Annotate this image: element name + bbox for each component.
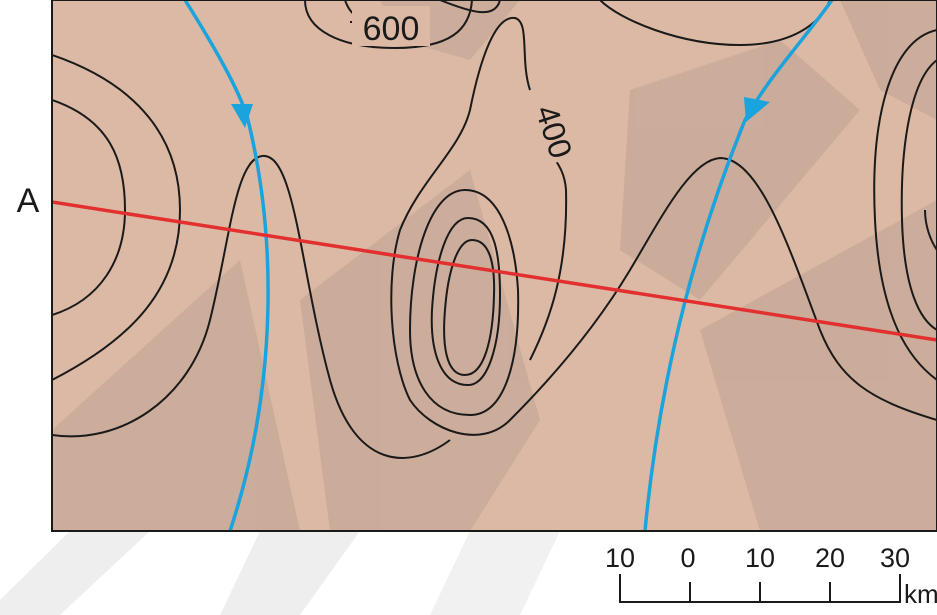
scale-tick-label: 10	[605, 543, 635, 573]
flow-arrow-right-icon	[744, 97, 770, 122]
contour-right-inner	[924, 209, 937, 251]
contour-600	[304, 0, 473, 50]
scale-bar-line	[619, 574, 901, 603]
contour-right-mid	[900, 59, 937, 331]
contour-400-tail	[529, 149, 568, 361]
contour-hill-2	[430, 216, 502, 387]
contour-left-inner	[52, 99, 127, 316]
scale-tick-label: 20	[815, 543, 845, 573]
scale-unit-label: km	[904, 579, 937, 609]
contour-right-outer	[873, 29, 937, 381]
contour-hill-1	[443, 238, 496, 377]
scale-tick-label: 10	[745, 543, 775, 573]
contour-400	[390, 16, 937, 436]
river-left	[183, 0, 270, 531]
rivers	[183, 0, 834, 531]
contour-wavy-left	[52, 154, 451, 459]
scale-tick-label: 0	[680, 543, 695, 573]
contour-left-mid	[52, 54, 182, 381]
watermark-shapes-outside	[0, 531, 560, 615]
scale-tick-label: 30	[880, 543, 910, 573]
section-line	[52, 200, 937, 342]
contour-lines	[52, 0, 937, 459]
contour-top-outer	[439, 0, 501, 14]
flow-arrow-left-icon	[231, 104, 253, 128]
river-right	[643, 0, 834, 531]
scale-bar: 10 0 10 20 30 km	[605, 543, 937, 609]
contour-label-600: 600	[363, 10, 420, 48]
section-label-a: A	[17, 182, 40, 220]
contour-hill-3	[408, 188, 520, 417]
